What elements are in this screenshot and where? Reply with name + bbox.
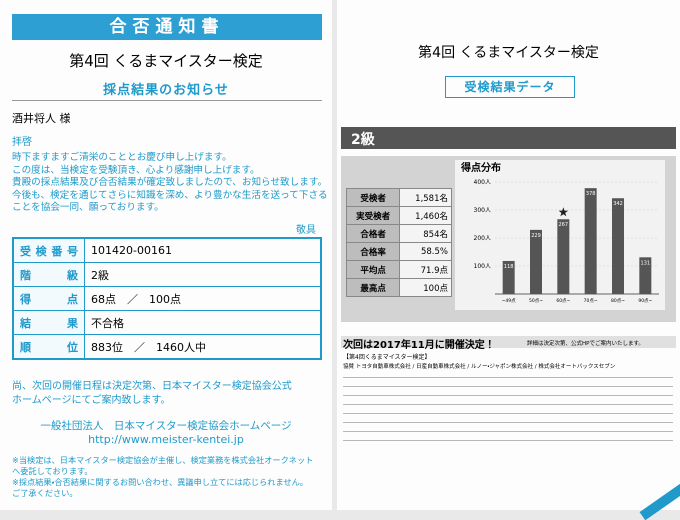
footnotes: ※当検定は、日本マイスター検定協会が主催し、検定業務を株式会社オークネット へ委託… [12, 455, 313, 499]
grade: 2級 [351, 132, 375, 148]
cell-label: 最高点 [345, 278, 401, 297]
table-row: 受検者 1,581名 [345, 188, 452, 207]
exam-title: 第4回 くるまマイスター検定 [418, 45, 599, 61]
cell-label: 階級 [13, 262, 85, 287]
result-table: 受検番号 101420-00161 階級 2級 得点 68点 ／ 100点 結果 不合格 順位 8… [12, 237, 322, 360]
bar [584, 188, 597, 294]
bar-value-label: 131 [641, 260, 651, 266]
subtitle: 採点結果のお知らせ [103, 83, 229, 98]
next-event: 次回は2017年11月に開催決定！ [343, 340, 495, 351]
table-row: 階級 2級 [13, 262, 321, 287]
cell-value: 101420-00161 [84, 237, 321, 263]
cell-value: 1,581名 [399, 188, 452, 207]
cell-value: 854名 [399, 224, 452, 243]
x-tick-label: 50点~ [529, 298, 543, 304]
cell-value: 68点 ／ 100点 [84, 286, 321, 311]
cell-label: 受検者 [345, 188, 401, 207]
footnote-line: へ委託しております。 [12, 466, 93, 476]
cell-value: 100点 [399, 278, 452, 297]
notice-line: 尚、次回の開催日程は決定次第、日本マイスター検定協会公式 [12, 381, 292, 392]
org: 一般社団法人 日本マイスター検定協会ホームページ [40, 420, 292, 432]
addressee: 酒井将人 様 [12, 112, 71, 125]
table-row: 合格者 854名 [345, 224, 452, 243]
table-row: 最高点 100点 [345, 278, 452, 297]
bar-value-label: 378 [586, 191, 596, 197]
body-line: この度は、当検定を受験頂き、心より感謝申し上げます。 [12, 164, 260, 176]
bar [612, 198, 624, 294]
body-line: 時下ますますご清栄のこととお慶び申し上げます。 [12, 152, 232, 163]
footnote-line: ご了承ください。 [12, 488, 78, 498]
body-line: ことを協会一同、願っております。 [12, 202, 164, 213]
cell-value: 不合格 [84, 310, 321, 335]
greeting: 拝啓 [12, 137, 32, 148]
closing: 敬具 [296, 225, 316, 236]
cell-label: 順位 [13, 334, 85, 359]
y-tick-label: 200人 [474, 235, 491, 242]
table-row: 平均点 71.9点 [345, 260, 452, 279]
x-tick-label: 90点~ [638, 298, 652, 304]
bar-value-label: 118 [504, 264, 514, 270]
chart-title: 得点分布 [460, 161, 501, 174]
cell-label: 合格者 [345, 224, 401, 243]
star-marker [558, 207, 569, 217]
cell-value: 71.9点 [399, 260, 452, 279]
footnote-line: ※採点結果・合否結果に関するお問い合わせ、異議申し立てには応じられません。 [12, 477, 308, 487]
bar-value-label: 267 [559, 222, 569, 228]
bar-value-label: 342 [613, 201, 623, 207]
table-row: 実受検者 1,460名 [345, 206, 452, 225]
x-tick-label: ~49点 [502, 298, 516, 304]
header-band: 合否通知書 [12, 14, 322, 40]
footnote-line: ※当検定は、日本マイスター検定協会が主催し、検定業務を株式会社オークネット [12, 455, 314, 465]
stats-table: 受検者 1,581名 実受検者 1,460名 合格者 854名 合格率 58.5% 平均点 71.… [345, 188, 452, 297]
bar [557, 219, 570, 294]
cell-value: 58.5% [399, 242, 452, 261]
chart: 得点分布 100人 200人 300人 400人 ~49点 118 50点~ 229 60点~ 2… [455, 160, 665, 310]
table-row: 結果 不合格 [13, 310, 321, 335]
bar [502, 260, 515, 294]
table-row: 合格率 58.5% [345, 242, 452, 261]
bar [530, 229, 542, 294]
cell-value: 883位 ／ 1460人中 [84, 334, 321, 359]
table-row: 順位 883位 ／ 1460人中 [13, 334, 321, 359]
body-line: 今後も、検定を通じてさらに知識を深め、より豊かな生活を送って下さる [12, 189, 328, 201]
table-row: 受検番号 101420-00161 [13, 237, 321, 263]
url: http://www.meister-kentei.jp [88, 433, 244, 446]
sponsors: 協賛 トヨタ自動車株式会社 / 日産自動車株式会社 / ルノー・ジャポン株式会社… [343, 364, 616, 370]
next-band [341, 336, 676, 348]
cell-label: 受検番号 [13, 237, 85, 263]
table-row: 得点 68点 ／ 100点 [13, 286, 321, 311]
notice-line: ホームページにてご案内致します。 [12, 395, 171, 406]
body-line: 貴殿の採点結果及び合否結果が確定致しましたので、お知らせ致します。 [12, 177, 328, 188]
x-tick-label: 60点~ [556, 298, 570, 304]
grade-band [341, 127, 676, 149]
subtitle-box: 受検結果データ [445, 76, 575, 98]
bar-value-label: 229 [531, 233, 541, 239]
exam-title: 第4回 くるまマイスター検定 [69, 52, 263, 70]
cell-value: 1,460名 [399, 206, 452, 225]
bar [639, 257, 652, 294]
y-tick-label: 400人 [474, 179, 491, 186]
body-text: 時下ますますご清栄のこととお慶び申し上げます。 この度は、当検定を受験頂き、心より… [12, 152, 328, 215]
corner-stripe [639, 477, 680, 520]
x-tick-label: 80点~ [611, 298, 625, 304]
y-tick-label: 300人 [474, 207, 491, 214]
sponsor-list [343, 374, 673, 446]
notice: 尚、次回の開催日程は決定次第、日本マイスター検定協会公式 ホームページにてご案内致… [12, 380, 292, 408]
cell-label: 平均点 [345, 260, 401, 279]
cell-label: 結果 [13, 310, 85, 335]
cell-label: 合格率 [345, 242, 401, 261]
cell-label: 得点 [13, 286, 85, 311]
sponsor-head: 【第4回くるまマイスター検定】 [343, 354, 431, 361]
x-tick-label: 70点~ [584, 298, 598, 304]
next-note: 詳細は決定次第、公式HPでご案内いたします。 [527, 341, 644, 347]
rule [12, 100, 322, 101]
left-panel: 合否通知書 第4回 くるまマイスター検定 採点結果のお知らせ 酒井将人 様 拝啓… [0, 0, 332, 510]
y-tick-label: 100人 [474, 263, 491, 270]
cell-value: 2級 [84, 262, 321, 287]
cell-label: 実受検者 [345, 206, 401, 225]
